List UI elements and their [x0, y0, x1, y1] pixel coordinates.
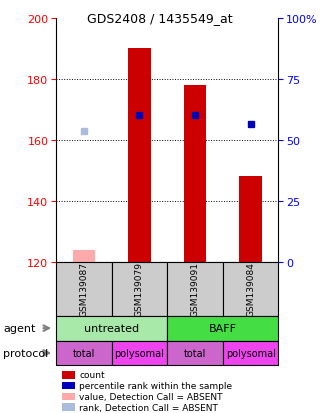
Text: polysomal: polysomal — [115, 348, 164, 358]
Text: polysomal: polysomal — [226, 348, 276, 358]
Bar — [56, 262, 112, 316]
Text: total: total — [184, 348, 206, 358]
Text: agent: agent — [3, 323, 36, 333]
Bar — [167, 316, 278, 341]
Text: count: count — [79, 370, 105, 380]
Text: GSM139091: GSM139091 — [190, 262, 199, 316]
Text: value, Detection Call = ABSENT: value, Detection Call = ABSENT — [79, 392, 222, 401]
Text: GSM139084: GSM139084 — [246, 262, 255, 316]
Bar — [184, 85, 206, 262]
Bar — [223, 341, 278, 366]
Text: percentile rank within the sample: percentile rank within the sample — [79, 381, 232, 390]
Bar — [112, 262, 167, 316]
Text: protocol: protocol — [3, 348, 48, 358]
Bar — [112, 341, 167, 366]
Text: rank, Detection Call = ABSENT: rank, Detection Call = ABSENT — [79, 403, 218, 412]
Text: GSM139087: GSM139087 — [79, 262, 88, 316]
Text: BAFF: BAFF — [209, 323, 237, 333]
Bar — [73, 250, 95, 262]
Bar — [167, 341, 223, 366]
Text: GDS2408 / 1435549_at: GDS2408 / 1435549_at — [87, 12, 233, 24]
Bar — [167, 262, 223, 316]
Bar — [56, 341, 112, 366]
Bar — [56, 316, 167, 341]
Bar — [128, 49, 150, 262]
Bar — [239, 177, 262, 262]
Text: untreated: untreated — [84, 323, 139, 333]
Bar — [223, 262, 278, 316]
Text: total: total — [73, 348, 95, 358]
Text: GSM139079: GSM139079 — [135, 262, 144, 316]
